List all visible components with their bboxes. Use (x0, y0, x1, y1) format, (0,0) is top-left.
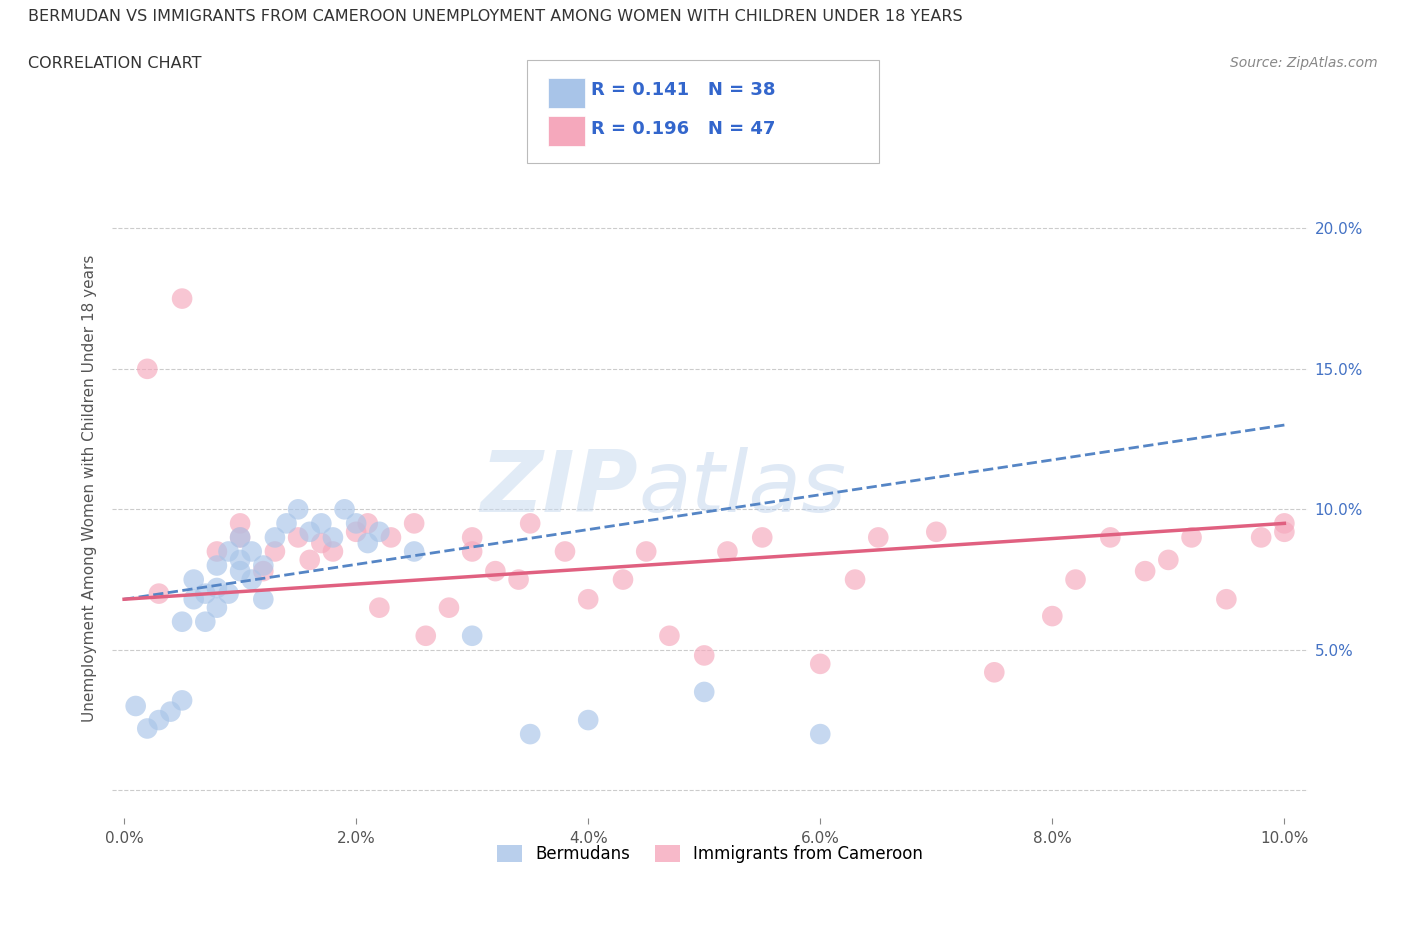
Point (1215, 591, 1237, 606)
Point (205, 580, 228, 595)
Point (1250, 530, 1272, 545)
Point (172, 693, 194, 708)
Point (136, 721, 159, 736)
Point (461, 544, 484, 559)
Point (183, 591, 205, 606)
Point (218, 586, 240, 601)
Point (1272, 525, 1295, 539)
Point (229, 564, 252, 578)
Point (576, 591, 599, 606)
Point (148, 712, 170, 727)
Point (287, 530, 309, 545)
Point (136, 362, 159, 377)
Point (183, 572, 205, 587)
Point (636, 544, 658, 559)
Point (751, 530, 773, 545)
Point (368, 600, 391, 615)
Point (344, 525, 367, 539)
Text: R = 0.141   N = 38: R = 0.141 N = 38 (591, 81, 775, 100)
Point (380, 530, 402, 545)
Point (159, 704, 181, 719)
Point (172, 615, 194, 630)
Point (1272, 516, 1295, 531)
Text: CORRELATION CHART: CORRELATION CHART (28, 56, 201, 71)
Text: atlas: atlas (638, 446, 846, 530)
Point (229, 530, 252, 545)
Point (229, 516, 252, 531)
Point (404, 516, 426, 531)
Point (461, 530, 484, 545)
Point (357, 536, 380, 551)
Point (322, 530, 344, 545)
Point (172, 291, 194, 306)
Point (844, 572, 866, 587)
Text: ZIP: ZIP (481, 446, 638, 530)
Point (1099, 530, 1122, 545)
Point (240, 572, 263, 587)
Point (218, 544, 240, 559)
Point (1157, 552, 1180, 567)
Point (252, 558, 274, 573)
Point (368, 525, 391, 539)
Point (612, 572, 634, 587)
Point (264, 530, 287, 545)
Point (194, 586, 217, 601)
Point (240, 544, 263, 559)
Point (519, 726, 541, 741)
Point (519, 516, 541, 531)
Point (311, 536, 333, 551)
Y-axis label: Unemployment Among Women with Children Under 18 years: Unemployment Among Women with Children U… (82, 255, 97, 722)
Point (125, 698, 148, 713)
Point (252, 564, 274, 578)
Point (298, 525, 321, 539)
Point (357, 516, 380, 531)
Point (508, 572, 530, 587)
Point (194, 615, 217, 630)
Point (437, 600, 460, 615)
Point (576, 712, 599, 727)
Legend: Bermudans, Immigrants from Cameroon: Bermudans, Immigrants from Cameroon (491, 838, 929, 870)
Point (148, 586, 170, 601)
Point (205, 600, 228, 615)
Point (693, 684, 716, 699)
Point (461, 629, 484, 644)
Point (658, 629, 681, 644)
Point (693, 648, 716, 663)
Point (333, 502, 356, 517)
Text: Source: ZipAtlas.com: Source: ZipAtlas.com (1230, 56, 1378, 70)
Point (1040, 608, 1063, 623)
Point (311, 516, 333, 531)
Point (415, 629, 437, 644)
Text: BERMUDAN VS IMMIGRANTS FROM CAMEROON UNEMPLOYMENT AMONG WOMEN WITH CHILDREN UNDE: BERMUDAN VS IMMIGRANTS FROM CAMEROON UNE… (28, 9, 963, 24)
Point (1180, 530, 1202, 545)
Point (484, 564, 506, 578)
Point (298, 552, 321, 567)
Point (205, 558, 228, 573)
Point (229, 530, 252, 545)
Point (1064, 572, 1087, 587)
Point (925, 525, 948, 539)
Point (229, 552, 252, 567)
Point (344, 516, 367, 531)
Point (287, 502, 309, 517)
Point (1133, 564, 1156, 578)
Point (322, 544, 344, 559)
Text: R = 0.196   N = 47: R = 0.196 N = 47 (591, 120, 775, 139)
Point (276, 516, 298, 531)
Point (716, 544, 738, 559)
Point (404, 544, 426, 559)
Point (205, 544, 228, 559)
Point (808, 657, 831, 671)
Point (252, 591, 274, 606)
Point (264, 544, 287, 559)
Point (983, 665, 1005, 680)
Point (554, 544, 576, 559)
Point (868, 530, 890, 545)
Point (808, 726, 831, 741)
